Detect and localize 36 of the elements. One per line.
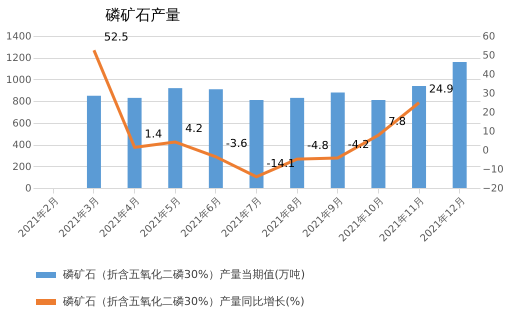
bar [86,96,101,188]
chart-title: 磷矿石产量 [104,6,181,24]
bar [250,100,264,188]
bar [412,86,426,188]
y-tick-label: 600 [12,118,32,130]
y2-tick-label: 10 [482,126,496,138]
y2-tick-label: 40 [482,70,496,80]
y2-tick-label: 0 [482,146,489,156]
y-tick-label: 0 [25,184,32,194]
bar [371,100,386,188]
legend-label: 磷矿石（折含五氧化二磷30%）产量当期值(万吨) [62,268,306,281]
legend-label: 磷矿石（折含五氧化二磷30%）产量同比增长(%) [62,295,304,308]
y2-tick-label: −10 [482,164,504,176]
data-label: -4.8 [307,139,329,152]
y-tick-label: 800 [12,96,32,108]
bar [452,62,467,188]
bar [208,89,223,188]
bar [168,88,182,188]
data-label: 52.5 [104,30,128,44]
y2-tick-label: 60 [482,32,496,42]
y-tick-label: 1000 [6,74,32,86]
y2-tick-label: 20 [482,108,496,118]
data-label: 4.2 [185,122,203,136]
y2-tick-label: −20 [482,184,504,194]
bar [128,98,142,188]
data-label: 24.9 [429,82,454,96]
y-tick-label: 1200 [6,53,32,64]
y-tick-label: 200 [12,162,32,173]
y-tick-label: 400 [12,140,32,152]
y2-tick-label: 50 [482,50,496,62]
y-tick-label: 1400 [6,32,32,42]
bar [330,92,345,188]
line-series [92,48,421,178]
y2-tick-label: 30 [482,88,496,100]
data-label: 1.4 [144,127,162,140]
data-label: -3.6 [226,136,248,150]
